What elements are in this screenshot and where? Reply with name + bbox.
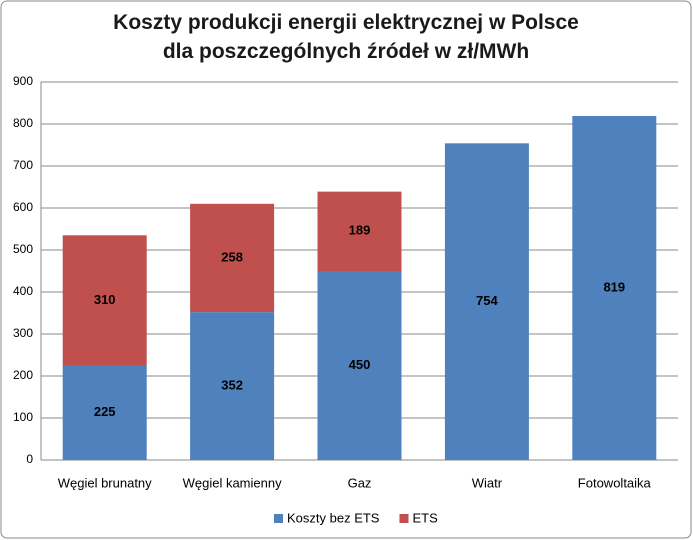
data-label: 225	[94, 404, 116, 419]
data-label: 754	[476, 293, 498, 308]
y-tick-label: 800	[13, 116, 33, 130]
y-tick-label: 400	[13, 284, 33, 298]
legend-label: Koszty bez ETS	[287, 510, 380, 525]
x-tick-label: Węgiel brunatny	[58, 475, 152, 490]
bar-segment	[572, 116, 657, 461]
chart-title: Koszty produkcji energii elektrycznej w …	[113, 11, 579, 63]
y-tick-label: 600	[13, 200, 33, 214]
x-tick-label: Węgiel kamienny	[183, 475, 282, 490]
x-tick-label: Wiatr	[472, 475, 503, 490]
data-label: 450	[349, 357, 371, 372]
y-tick-label: 500	[13, 242, 33, 256]
bar-segment	[317, 271, 402, 460]
legend-label: ETS	[412, 510, 438, 525]
data-label: 189	[349, 223, 371, 238]
y-tick-label: 100	[13, 410, 33, 424]
x-tick-label: Fotowoltaika	[578, 475, 652, 490]
legend-swatch	[274, 514, 283, 523]
y-tick-label: 300	[13, 326, 33, 340]
y-tick-label: 0	[26, 452, 33, 466]
legend-swatch	[399, 514, 409, 523]
bar-segment	[62, 365, 147, 460]
bar-segment	[444, 143, 529, 460]
data-label: 819	[603, 279, 625, 294]
y-tick-label: 700	[13, 158, 33, 172]
bar-segment	[190, 312, 275, 460]
y-tick-label: 200	[13, 368, 33, 382]
data-label: 352	[221, 378, 243, 393]
y-tick-label: 900	[13, 74, 33, 88]
bar-segment	[317, 191, 402, 271]
bar-segment	[190, 203, 275, 313]
data-label: 310	[94, 292, 116, 307]
data-label: 258	[221, 249, 243, 264]
x-tick-label: Gaz	[348, 475, 372, 490]
bar-segment	[62, 235, 147, 366]
